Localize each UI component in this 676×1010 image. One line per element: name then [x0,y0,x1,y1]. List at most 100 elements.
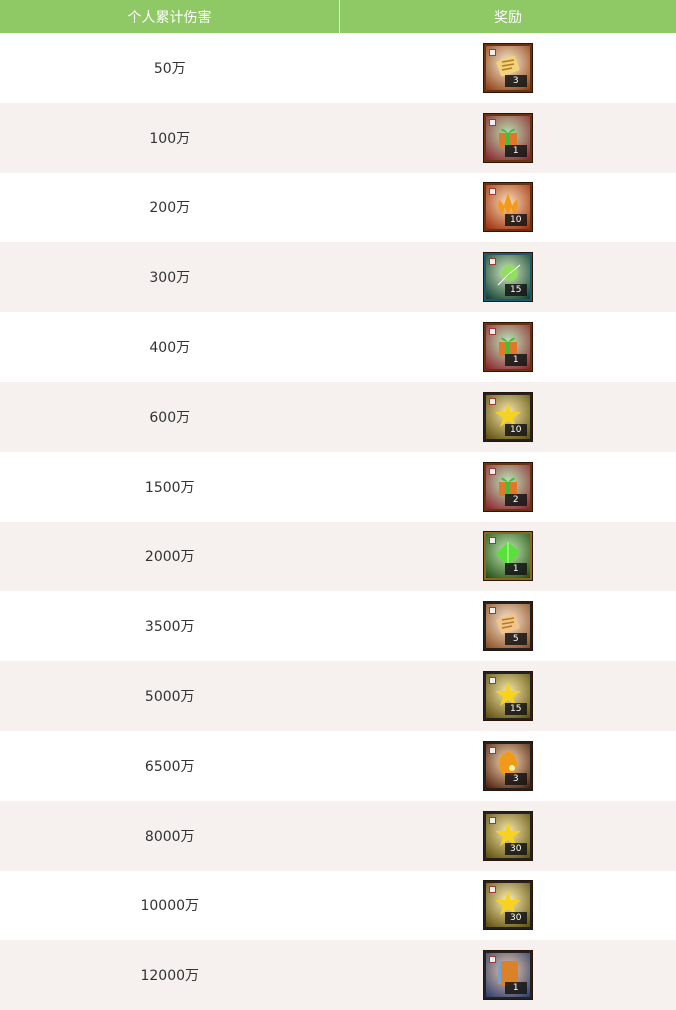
damage-threshold: 600万 [0,381,340,452]
lock-icon [488,467,496,475]
reward-cell: 3 [340,731,676,801]
reward-cell: 5 [340,591,676,661]
lock-icon [488,118,496,126]
item-count: 3 [504,74,527,87]
item-count: 10 [504,214,527,227]
reward-item[interactable]: 3 [483,43,532,92]
reward-item[interactable]: 5 [483,602,532,651]
item-count: 2 [504,493,527,506]
table-row: 1500万 2 [0,452,676,522]
reward-cell: 10 [340,173,676,243]
reward-item[interactable]: 10 [483,392,532,441]
item-count: 3 [504,772,527,785]
reward-item[interactable]: 2 [483,462,532,511]
table-row: 3500万 5 [0,591,676,661]
item-count: 1 [504,982,527,995]
reward-item[interactable]: 3 [483,741,532,790]
table-row: 400万 1 [0,312,676,382]
fire-crystal-icon [497,193,518,218]
lock-icon [488,956,496,964]
reward-cell: 30 [340,871,676,941]
table-row: 100万 1 [0,102,676,173]
lock-icon [488,607,496,615]
reward-item[interactable]: 1 [483,951,532,1000]
damage-threshold: 100万 [0,102,340,173]
damage-threshold: 300万 [0,242,340,313]
lock-icon [488,328,496,336]
gold-star-icon [494,821,521,846]
header-damage: 个人累计伤害 [0,0,340,33]
lock-icon [488,397,496,405]
table-row: 600万 10 [0,381,676,452]
lock-icon [488,746,496,754]
damage-threshold: 6500万 [144,758,195,775]
reward-item[interactable]: 1 [483,113,532,162]
reward-cell: 1 [339,940,676,1010]
book-icon [497,961,518,986]
reward-item[interactable]: 15 [483,253,532,302]
scroll-icon [496,55,520,77]
reward-item[interactable]: 1 [483,323,532,372]
lock-icon [488,258,496,266]
gift-box-icon [498,337,517,357]
reward-cell: 1 [339,102,676,173]
table-row: 300万 15 [0,242,676,313]
gift-box-icon [498,128,517,147]
reward-cell: 15 [339,242,676,313]
lock-icon [488,537,496,545]
damage-threshold: 5000万 [0,661,340,731]
reward-item[interactable]: 10 [483,183,532,232]
table-row: 12000万 1 [0,940,676,1010]
item-count: 30 [504,842,527,855]
item-count: 1 [504,354,527,367]
table-row: 8000万 30 [0,800,676,871]
green-gem-icon [495,542,520,567]
table-row: 5000万 15 [0,661,676,731]
reward-item[interactable]: 15 [483,672,532,721]
gold-star-icon [494,891,521,916]
reward-cell: 10 [339,381,676,452]
reward-item[interactable]: 1 [483,532,532,581]
reward-cell: 1 [340,312,676,382]
reward-item[interactable]: 30 [483,811,532,860]
reward-cell: 3 [340,33,676,103]
item-count: 30 [504,912,527,925]
damage-threshold: 50万 [153,60,186,77]
damage-threshold: 400万 [149,340,191,357]
item-count: 15 [504,284,527,297]
damage-threshold: 200万 [149,200,191,217]
reward-cell: 30 [339,800,676,871]
reward-item[interactable]: 30 [483,881,532,930]
lock-icon [488,677,496,685]
table-row: 2000万 1 [0,521,676,592]
table-row: 50万 3 [0,33,676,103]
item-count: 5 [504,633,527,646]
damage-threshold: 8000万 [0,800,340,871]
damage-threshold: 10000万 [140,898,200,915]
damage-threshold: 12000万 [0,940,340,1010]
lock-icon [488,188,496,196]
item-count: 15 [504,703,527,716]
table-header: 个人累计伤害 奖励 [0,0,676,33]
table-row: 10000万 30 [0,871,676,941]
damage-threshold: 3500万 [144,619,195,636]
reward-cell: 2 [340,452,676,522]
damage-threshold: 1500万 [144,479,195,496]
header-reward: 奖励 [339,0,676,33]
amber-stone-icon [498,751,517,776]
gold-star-icon [494,402,521,427]
reward-cell: 15 [339,661,676,731]
damage-threshold: 2000万 [0,521,340,592]
table-row: 6500万 3 [0,731,676,801]
gift-box-icon [498,477,517,496]
table-row: 200万 10 [0,173,676,243]
green-orb-icon [497,264,521,286]
lock-icon [488,48,496,56]
item-count: 1 [504,563,527,576]
item-count: 10 [504,423,527,436]
lock-icon [488,886,496,894]
lock-icon [488,816,496,824]
scroll-icon [496,613,520,635]
gold-star-icon [494,682,521,707]
